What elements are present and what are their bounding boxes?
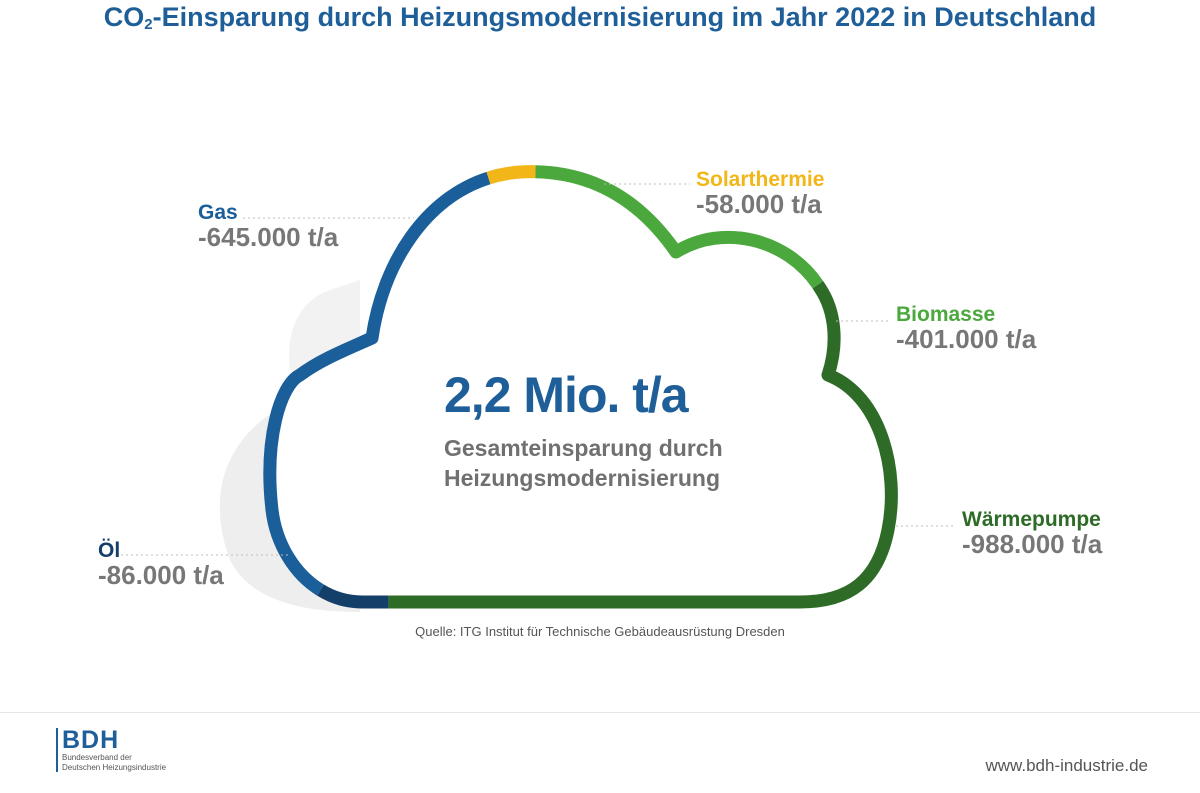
ring-segment-biomasse	[263, 165, 898, 609]
total-caption-line1: Gesamteinsparung durch	[444, 435, 723, 461]
ring-segment-gas	[263, 165, 898, 609]
cloud-fill	[269, 171, 892, 602]
value-label-oel: -86.000 t/a	[98, 560, 224, 591]
logo-subtitle: Bundesverband der Deutschen Heizungsindu…	[62, 753, 192, 772]
label-oel: Öl -86.000 t/a	[98, 539, 224, 591]
total-caption: Gesamteinsparung durch Heizungsmodernisi…	[444, 434, 764, 494]
cloud-ring	[263, 165, 898, 609]
value-label-biomasse: -401.000 t/a	[896, 324, 1037, 355]
cloud-ring-chart	[116, 165, 956, 612]
total-caption-line2: Heizungsmodernisierung	[444, 464, 721, 491]
label-biomasse: Biomasse -401.000 t/a	[896, 303, 1037, 355]
source-note: Quelle: ITG Institut für Technische Gebä…	[415, 624, 785, 639]
series-name-solarthermie: Solarthermie	[696, 168, 825, 191]
chart-title: CO2-Einsparung durch Heizungsmodernisier…	[103, 2, 1097, 33]
label-gas: Gas -645.000 t/a	[198, 201, 339, 253]
logo-subtitle-line1: Bundesverband der	[62, 753, 132, 762]
footer-divider	[0, 712, 1200, 713]
logo-name: BDH	[62, 726, 120, 754]
total-value: 2,2 Mio. t/a	[444, 367, 689, 423]
series-name-gas: Gas	[198, 201, 238, 224]
series-name-biomasse: Biomasse	[896, 303, 996, 326]
value-label-gas: -645.000 t/a	[198, 222, 339, 253]
bdh-logo: BDH Bundesverband der Deutschen Heizungs…	[56, 726, 192, 773]
label-solarthermie: Solarthermie -58.000 t/a	[696, 168, 825, 220]
website-link[interactable]: www.bdh-industrie.de	[985, 756, 1148, 775]
series-name-oel: Öl	[98, 539, 121, 562]
leader-lines	[116, 183, 956, 556]
ring-segment-waermepumpe	[263, 165, 898, 609]
value-label-waermepumpe: -988.000 t/a	[962, 529, 1103, 560]
series-name-waermepumpe: Wärmepumpe	[962, 508, 1101, 531]
label-waermepumpe: Wärmepumpe -988.000 t/a	[962, 508, 1103, 560]
value-label-solarthermie: -58.000 t/a	[696, 189, 822, 220]
logo-subtitle-line2: Deutschen Heizungsindustrie	[62, 762, 167, 772]
